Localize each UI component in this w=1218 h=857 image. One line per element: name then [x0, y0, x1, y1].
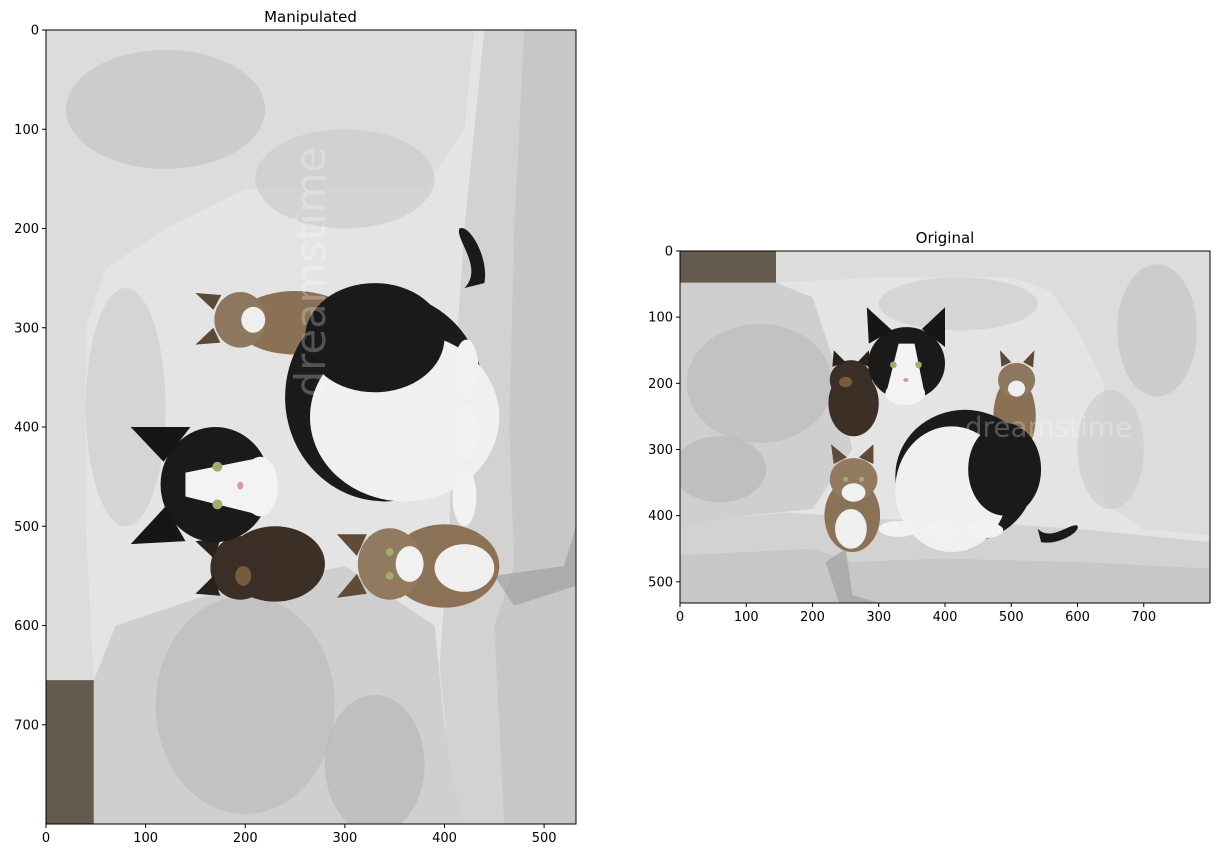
- manipulated-x-tick-label: 0: [42, 831, 50, 846]
- manipulated-panel: Manipulated 0 100 200 300 400 500 0 100 200 300 4…: [14, 8, 577, 846]
- original-x-tick-label: 0: [676, 610, 684, 625]
- manipulated-y-tick-label: 400: [14, 421, 39, 436]
- original-y-tick-label: 100: [648, 311, 673, 326]
- manipulated-y-tick-label: 100: [14, 123, 39, 138]
- manipulated-y-tick-label: 500: [14, 520, 39, 535]
- original-x-tick-label: 500: [999, 610, 1024, 625]
- original-x-ticks: 0 100 200 300 400 500 600 700: [676, 603, 1156, 625]
- original-x-tick-label: 400: [933, 610, 958, 625]
- manipulated-x-tick-label: 400: [432, 831, 457, 846]
- manipulated-y-tick-label: 0: [31, 24, 39, 39]
- manipulated-x-tick-label: 100: [133, 831, 158, 846]
- original-x-tick-label: 300: [866, 610, 891, 625]
- original-x-tick-label: 200: [800, 610, 825, 625]
- manipulated-x-tick-label: 200: [233, 831, 258, 846]
- original-x-tick-label: 100: [734, 610, 759, 625]
- manipulated-y-tick-label: 700: [14, 718, 39, 733]
- original-y-tick-label: 200: [648, 377, 673, 392]
- manipulated-x-tick-label: 300: [332, 831, 357, 846]
- original-y-tick-label: 500: [648, 575, 673, 590]
- manipulated-y-tick-label: 600: [14, 619, 39, 634]
- original-x-tick-label: 600: [1065, 610, 1090, 625]
- manipulated-y-tick-label: 200: [14, 222, 39, 237]
- original-y-tick-label: 400: [648, 509, 673, 524]
- manipulated-image: [46, 30, 576, 824]
- original-y-ticks: 0 100 200 300 400 500: [648, 245, 680, 590]
- manipulated-x-ticks: 0 100 200 300 400 500: [42, 824, 557, 846]
- original-image: [680, 251, 1210, 603]
- original-y-tick-label: 0: [665, 245, 673, 260]
- manipulated-y-tick-label: 300: [14, 321, 39, 336]
- original-panel: Original 0 100 200 300 400 500 600 700 0 100 200 3…: [648, 229, 1211, 625]
- manipulated-title: Manipulated: [264, 8, 357, 26]
- original-title: Original: [916, 229, 975, 247]
- manipulated-y-ticks: 0 100 200 300 400 500 600 700: [14, 24, 46, 733]
- original-y-tick-label: 300: [648, 443, 673, 458]
- original-x-tick-label: 700: [1131, 610, 1156, 625]
- manipulated-x-tick-label: 500: [532, 831, 557, 846]
